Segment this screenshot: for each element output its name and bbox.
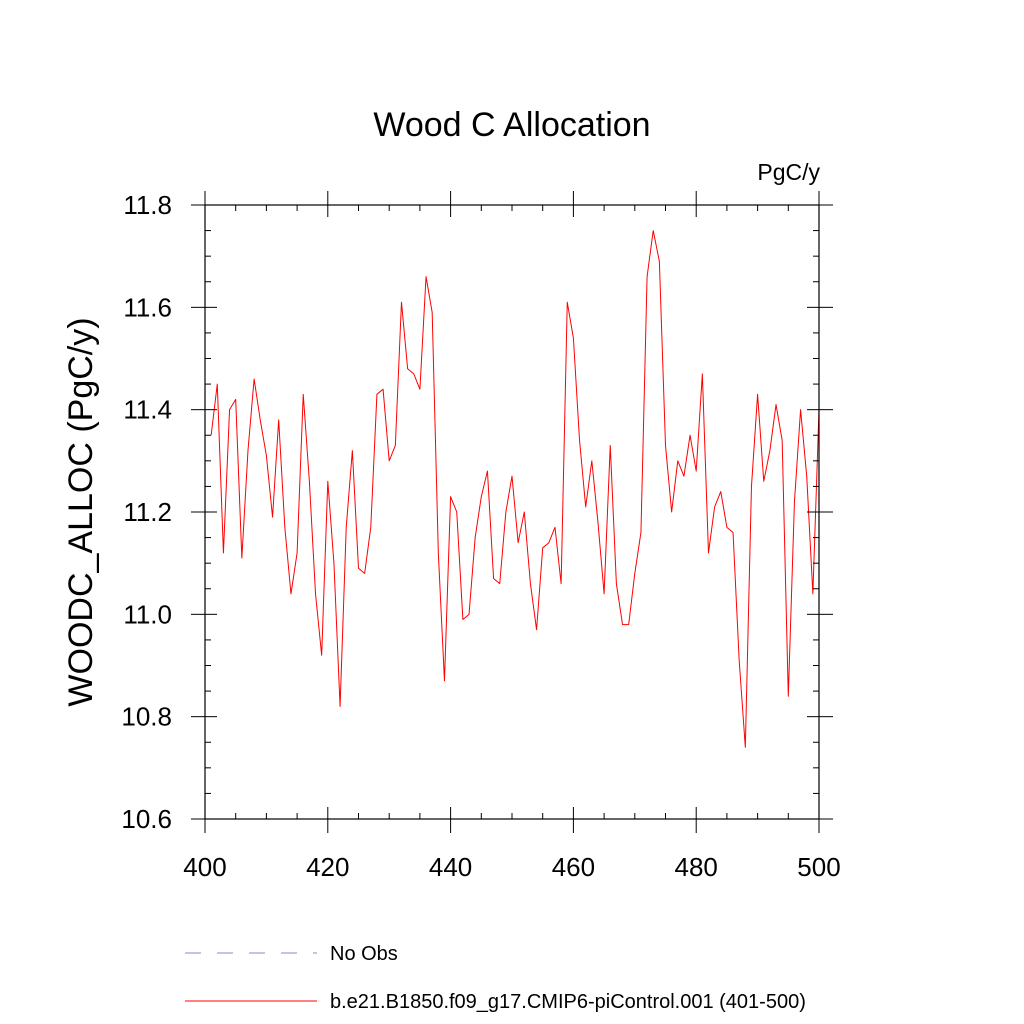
major-ticks (191, 191, 833, 833)
plot-frame (204, 204, 820, 820)
series-line-0 (210, 230, 820, 748)
legend-label-picontrol: b.e21.B1850.f09_g17.CMIP6-piControl.001 … (330, 991, 806, 1013)
units-label: PgC/y (757, 159, 820, 185)
y-tick-label: 11.0 (123, 599, 172, 629)
x-tick-label: 460 (552, 852, 595, 882)
x-tick-label: 500 (797, 852, 840, 882)
y-tick-label: 11.6 (123, 292, 172, 322)
x-tick-label: 480 (675, 852, 718, 882)
minor-ticks (205, 205, 819, 819)
legend: No Obs b.e21.B1850.f09_g17.CMIP6-piContr… (185, 943, 806, 1013)
x-tick-label: 420 (306, 852, 349, 882)
y-tick-label: 11.8 (123, 190, 172, 220)
x-tick-label: 440 (429, 852, 472, 882)
chart-title: Wood C Allocation (373, 106, 650, 144)
legend-label-no-obs: No Obs (330, 943, 398, 965)
y-tick-label: 11.4 (123, 395, 172, 425)
y-tick-label: 10.6 (121, 804, 172, 834)
x-tick-labels: 400 420 440 460 480 500 (183, 852, 840, 882)
plot-lines (210, 230, 820, 748)
y-tick-labels: 10.6 10.8 11.0 11.2 11.4 11.6 11.8 (121, 190, 172, 834)
y-tick-label: 10.8 (121, 702, 172, 732)
x-tick-label: 400 (183, 852, 226, 882)
y-tick-label: 11.2 (123, 497, 172, 527)
y-axis-label: WOODC_ALLOC (PgC/y) (62, 317, 100, 706)
